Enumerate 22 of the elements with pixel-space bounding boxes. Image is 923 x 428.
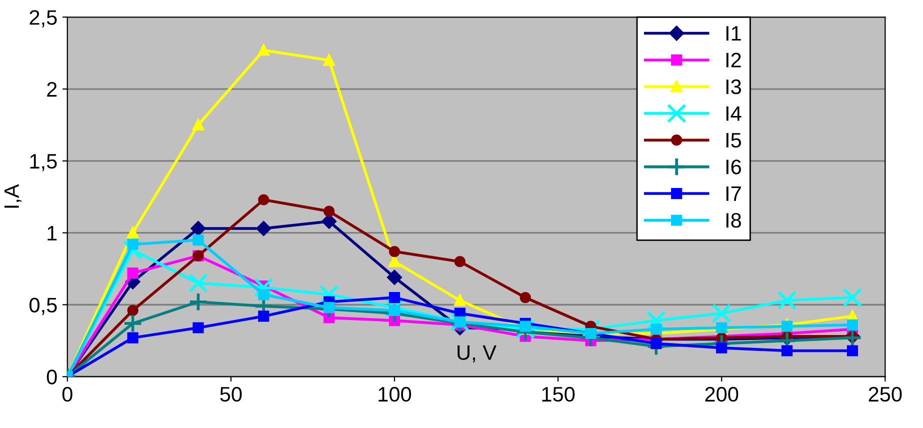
x-tick-label: 0 bbox=[62, 386, 72, 402]
legend-label: I2 bbox=[726, 52, 741, 68]
legend-label: I6 bbox=[726, 160, 741, 174]
y-tick-label: 1 bbox=[48, 226, 57, 240]
y-tick-label: 2,5 bbox=[30, 10, 57, 28]
y-tick-label: 1,5 bbox=[30, 154, 57, 172]
y-tick-label: 2 bbox=[47, 82, 57, 97]
x-axis-title: U, V bbox=[458, 345, 496, 362]
legend-label: I5 bbox=[726, 133, 742, 148]
x-tick-label: 50 bbox=[220, 386, 242, 402]
x-tick-label: 150 bbox=[542, 386, 575, 402]
legend-label: I8 bbox=[726, 212, 741, 228]
legend-label: I1 bbox=[726, 26, 741, 41]
legend-label: I4 bbox=[726, 106, 742, 121]
y-tick-label: 0 bbox=[46, 370, 57, 384]
legend-label: I3 bbox=[726, 79, 741, 94]
legend-label: I7 bbox=[726, 186, 741, 201]
y-axis-title: I,A bbox=[4, 184, 22, 208]
y-tick-label: 0,5 bbox=[30, 298, 57, 315]
x-tick-label: 100 bbox=[378, 386, 412, 402]
x-tick-label: 250 bbox=[868, 386, 902, 402]
x-tick-label: 200 bbox=[705, 386, 738, 402]
